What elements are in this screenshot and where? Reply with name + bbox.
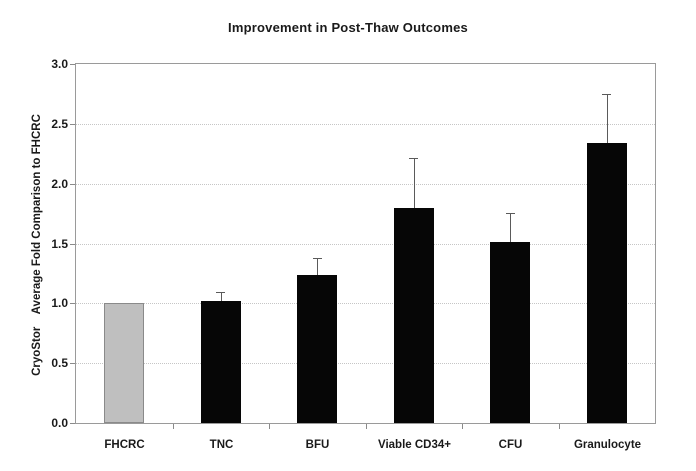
y-tick-mark — [70, 363, 75, 365]
x-category-label: TNC — [209, 439, 234, 451]
y-tick-mark — [70, 123, 75, 125]
x-tick-mark — [269, 424, 270, 429]
y-tick-label: 2.0 — [51, 176, 68, 191]
x-tick-mark — [173, 424, 174, 429]
chart-title: Improvement in Post-Thaw Outcomes — [228, 20, 468, 35]
y-tick-label: 0.5 — [51, 356, 68, 371]
y-tick-label: 1.0 — [51, 296, 68, 311]
bar — [490, 242, 530, 423]
x-category-label: Granulocyte — [573, 439, 642, 451]
gridline — [76, 363, 655, 365]
y-tick-label: 0.0 — [51, 416, 68, 430]
error-bar-cap — [409, 158, 418, 159]
error-bar-cap — [506, 213, 515, 214]
bar — [201, 301, 241, 423]
x-tick-mark — [462, 424, 463, 429]
x-category-label: Viable CD34+ — [378, 439, 451, 451]
error-bar-cap — [216, 292, 225, 293]
error-bar-cap — [602, 94, 611, 95]
x-tick-mark — [366, 424, 367, 429]
y-tick-label: 3.0 — [51, 57, 68, 71]
y-tick-label: 1.5 — [51, 236, 68, 251]
y-tick-mark — [70, 183, 75, 185]
error-bar-cap — [313, 258, 322, 259]
y-tick-mark — [70, 303, 75, 305]
error-bar-whisker — [414, 159, 415, 208]
x-category-label: CFU — [498, 439, 523, 451]
gridline — [76, 123, 655, 125]
y-tick-mark — [70, 64, 75, 65]
x-tick-mark — [559, 424, 560, 429]
error-bar-whisker — [510, 214, 511, 242]
bar — [587, 143, 627, 423]
bar — [104, 303, 144, 423]
y-tick-label: 2.5 — [51, 116, 68, 131]
error-bar-whisker — [221, 293, 222, 301]
x-category-label: BFU — [305, 439, 330, 451]
x-category-label: FHCRC — [104, 439, 145, 451]
plot-area — [75, 63, 656, 424]
gridline — [76, 183, 655, 185]
y-tick-mark — [70, 243, 75, 245]
bar — [394, 208, 434, 423]
y-tick-mark — [70, 423, 75, 424]
bar — [297, 275, 337, 423]
error-bar-whisker — [607, 95, 608, 143]
gridline — [76, 303, 655, 305]
error-bar-whisker — [317, 259, 318, 275]
gridline — [76, 243, 655, 245]
